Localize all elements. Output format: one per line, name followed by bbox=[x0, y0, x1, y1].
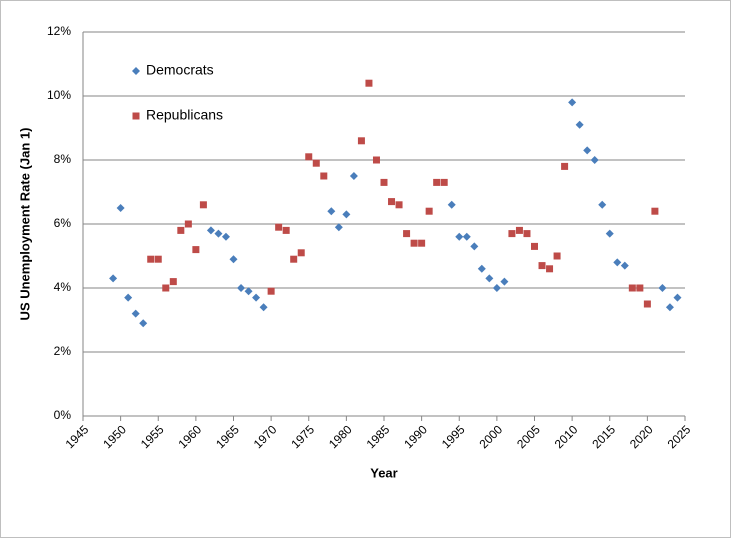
data-point bbox=[184, 220, 192, 228]
data-point bbox=[312, 159, 320, 167]
data-point bbox=[538, 262, 546, 270]
data-point bbox=[455, 232, 464, 241]
data-point bbox=[380, 178, 388, 186]
data-point bbox=[267, 287, 275, 295]
data-point bbox=[613, 258, 622, 267]
data-point bbox=[147, 255, 155, 263]
data-point bbox=[116, 204, 125, 212]
data-point bbox=[259, 303, 268, 312]
data-point bbox=[162, 284, 170, 292]
data-point bbox=[515, 226, 523, 234]
data-point bbox=[372, 156, 380, 164]
data-point bbox=[636, 284, 644, 292]
data-point bbox=[327, 207, 336, 216]
data-point bbox=[229, 255, 238, 264]
y-tick-label: 8% bbox=[54, 152, 72, 166]
data-point bbox=[410, 239, 418, 247]
data-point bbox=[221, 232, 230, 241]
data-point bbox=[673, 293, 682, 302]
data-point bbox=[252, 293, 261, 302]
data-point bbox=[388, 198, 396, 206]
data-point bbox=[553, 252, 561, 260]
x-axis-title: Year bbox=[370, 465, 397, 480]
data-point bbox=[275, 223, 283, 231]
data-point bbox=[523, 230, 531, 238]
data-point bbox=[124, 293, 133, 302]
data-point bbox=[651, 207, 659, 215]
legend-label: Republicans bbox=[146, 107, 223, 123]
data-point bbox=[199, 201, 207, 209]
y-tick-label: 4% bbox=[54, 280, 72, 294]
data-point bbox=[462, 232, 471, 241]
data-point bbox=[320, 172, 328, 180]
data-point bbox=[470, 242, 479, 251]
data-point bbox=[500, 277, 509, 286]
y-tick-label: 10% bbox=[47, 88, 71, 102]
data-point bbox=[395, 201, 403, 209]
data-point bbox=[297, 249, 305, 257]
data-point bbox=[282, 226, 290, 234]
data-point bbox=[305, 153, 313, 161]
data-point bbox=[561, 162, 569, 170]
data-point bbox=[342, 210, 351, 219]
data-point bbox=[206, 226, 215, 235]
data-point bbox=[214, 229, 223, 238]
data-point bbox=[290, 255, 298, 263]
data-point bbox=[583, 146, 592, 155]
data-point bbox=[154, 255, 162, 263]
legend-marker bbox=[132, 67, 140, 75]
data-point bbox=[425, 207, 433, 215]
data-point bbox=[237, 284, 246, 292]
data-point bbox=[109, 274, 118, 283]
data-point bbox=[177, 226, 185, 234]
legend-label: Democrats bbox=[146, 62, 214, 78]
y-tick-label: 12% bbox=[47, 24, 71, 38]
data-point bbox=[418, 239, 426, 247]
data-point bbox=[334, 223, 343, 232]
data-point bbox=[508, 230, 516, 238]
data-point bbox=[403, 230, 411, 238]
data-point bbox=[192, 246, 200, 254]
data-point bbox=[139, 319, 148, 328]
y-tick-label: 6% bbox=[54, 216, 72, 230]
data-point bbox=[575, 120, 584, 129]
data-point bbox=[628, 284, 636, 292]
y-tick-label: 2% bbox=[54, 344, 72, 358]
data-point bbox=[447, 200, 456, 209]
data-point bbox=[440, 178, 448, 186]
data-point bbox=[365, 79, 373, 87]
data-point bbox=[349, 172, 358, 180]
data-point bbox=[169, 278, 177, 286]
data-point bbox=[643, 300, 651, 308]
data-point bbox=[357, 137, 365, 145]
data-point bbox=[568, 98, 577, 107]
legend-marker bbox=[132, 112, 140, 120]
y-axis-title: US Unemployment Rate (Jan 1) bbox=[17, 128, 32, 321]
data-point bbox=[598, 200, 607, 209]
data-point bbox=[433, 178, 441, 186]
data-point bbox=[485, 274, 494, 283]
data-point bbox=[492, 284, 501, 292]
data-point bbox=[665, 303, 674, 312]
data-point bbox=[620, 261, 629, 270]
data-point bbox=[131, 309, 140, 318]
data-point bbox=[605, 229, 614, 238]
y-tick-label: 0% bbox=[54, 408, 72, 422]
data-point bbox=[244, 287, 253, 296]
data-point bbox=[546, 265, 554, 273]
data-point bbox=[477, 264, 486, 273]
data-point bbox=[590, 156, 599, 164]
data-point bbox=[658, 284, 667, 292]
data-point bbox=[531, 242, 538, 250]
